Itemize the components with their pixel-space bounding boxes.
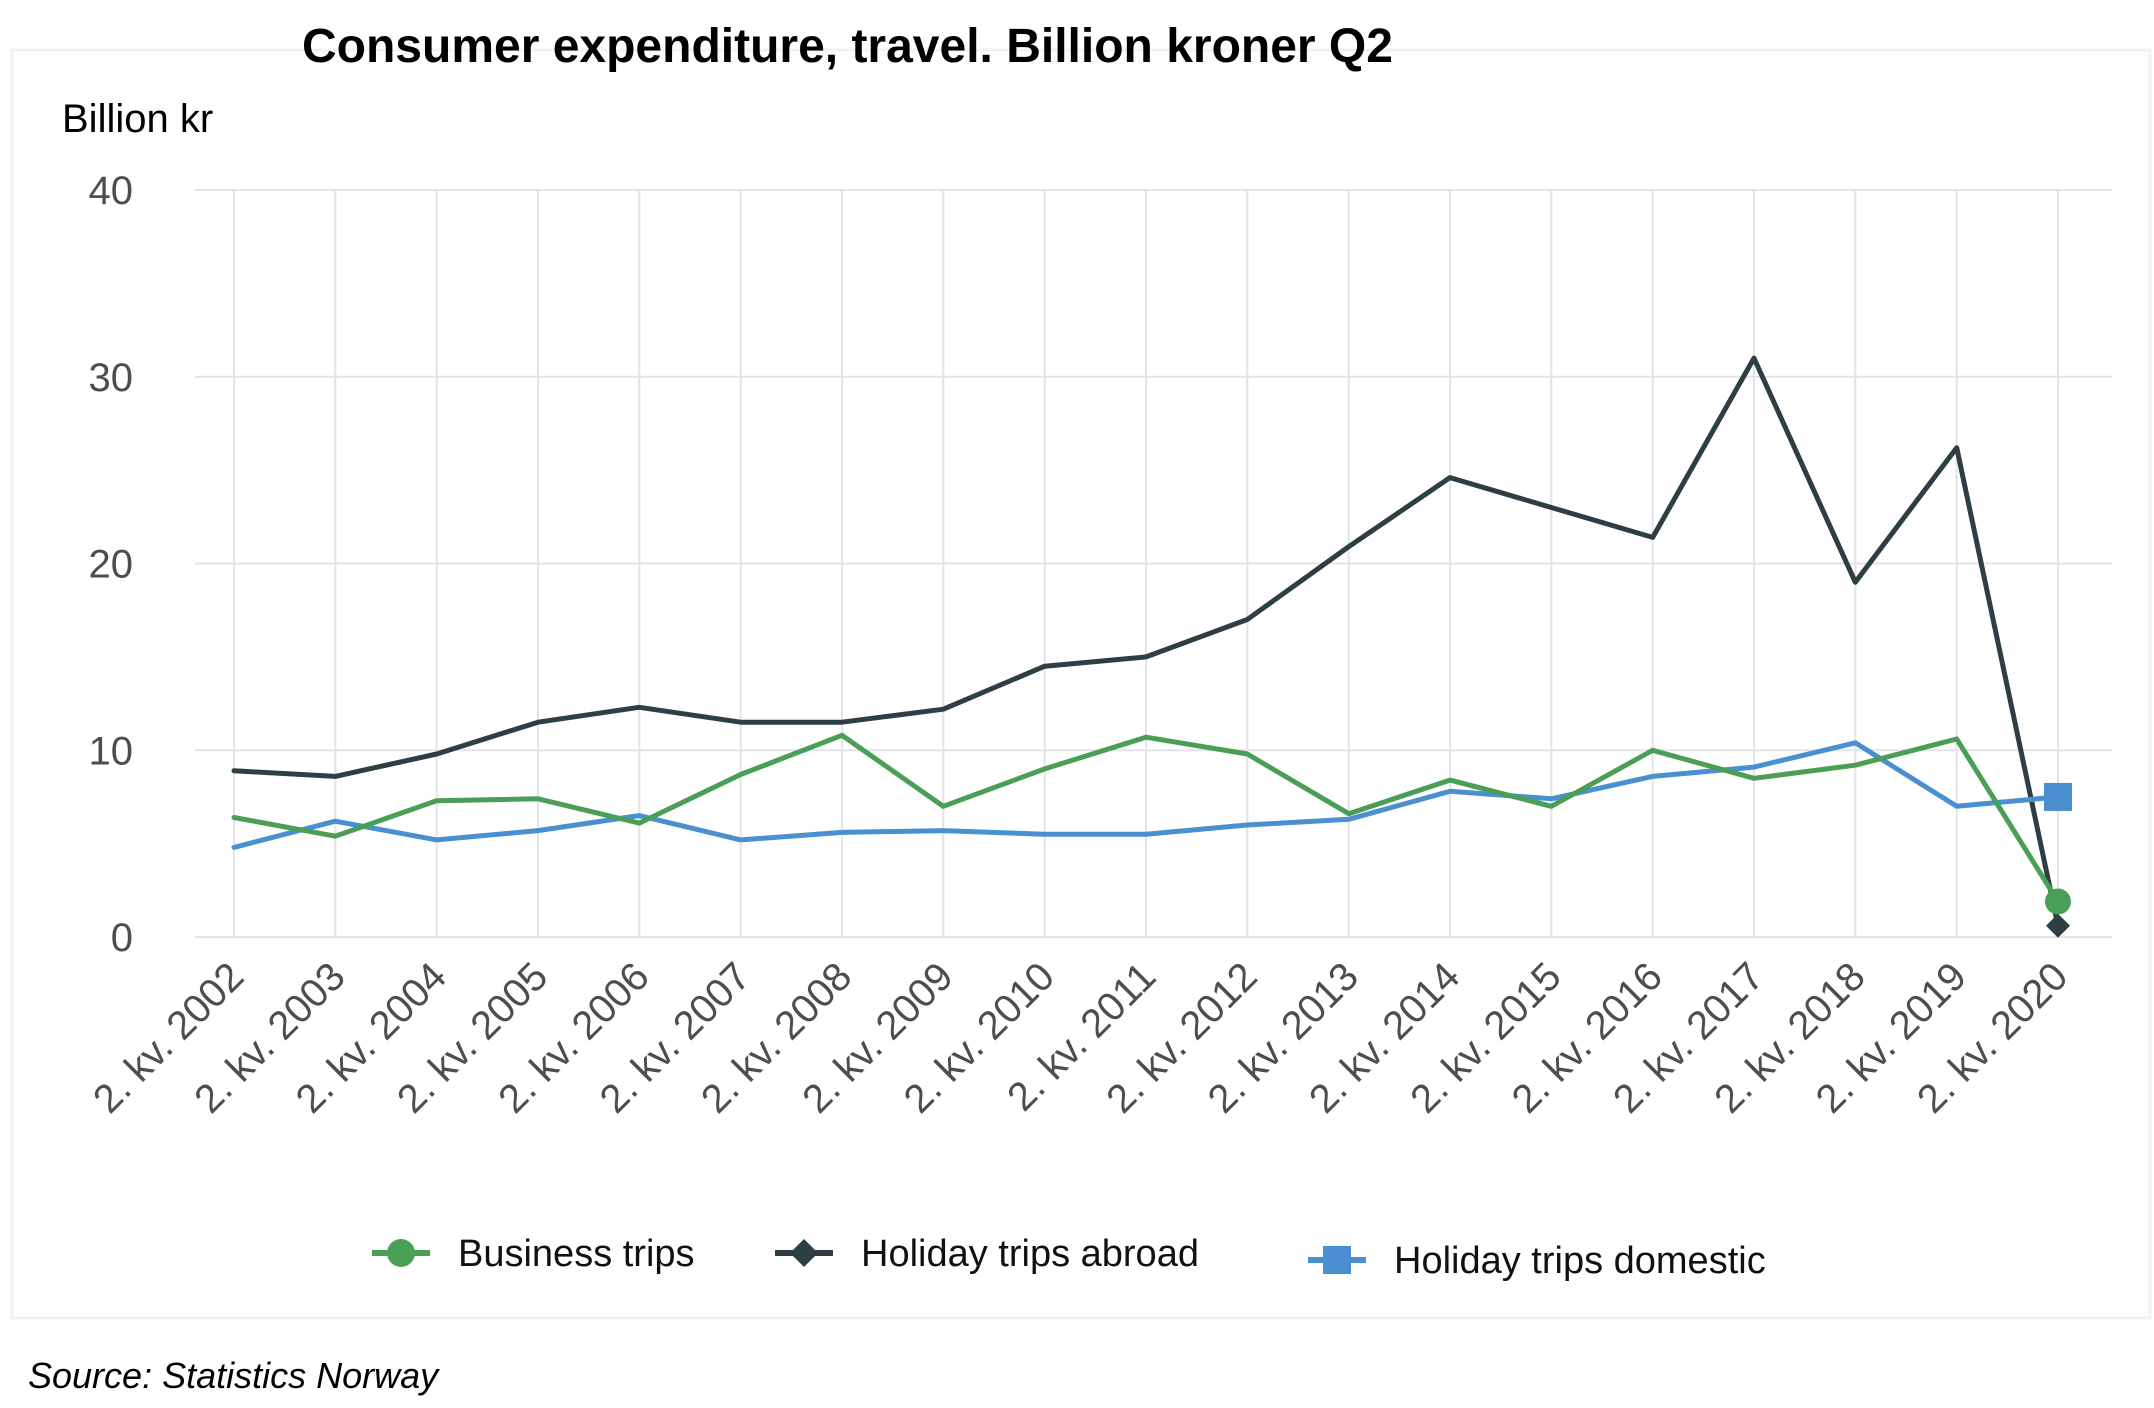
series-line-0 xyxy=(231,732,2061,904)
y-axis-ticks: 0 10 20 30 40 xyxy=(89,169,134,960)
series-end-marker-1 xyxy=(2046,913,2070,938)
y-tick-label: 10 xyxy=(89,729,134,773)
series-end-marker-0 xyxy=(2045,888,2071,915)
source-note: Source: Statistics Norway xyxy=(28,1355,440,1396)
legend-item-0: Business trips xyxy=(372,1233,695,1275)
legend-marker xyxy=(1323,1246,1351,1274)
series-line-2 xyxy=(231,740,2061,850)
y-tick-label: 0 xyxy=(111,916,133,960)
y-tick-label: 20 xyxy=(89,543,134,587)
y-tick-label: 30 xyxy=(89,356,134,400)
y-unit-label: Billion kr xyxy=(62,97,213,141)
legend-item-1: Holiday trips abroad xyxy=(775,1233,1199,1275)
series-lines xyxy=(231,355,2072,938)
legend: Business trips Holiday trips abroad Holida… xyxy=(372,1233,1766,1282)
gridlines xyxy=(195,189,2112,938)
legend-marker xyxy=(790,1239,818,1267)
legend-label: Holiday trips domestic xyxy=(1394,1240,1766,1282)
series-line-1 xyxy=(231,355,2061,929)
panel-border xyxy=(10,48,2152,1320)
y-tick-label: 40 xyxy=(89,169,134,213)
legend-item-2: Holiday trips domestic xyxy=(1308,1240,1766,1282)
chart-title: Consumer expenditure, travel. Billion kr… xyxy=(302,20,1393,73)
legend-label: Holiday trips abroad xyxy=(861,1233,1199,1275)
legend-label: Business trips xyxy=(458,1233,695,1275)
series-end-marker-2 xyxy=(2044,782,2072,811)
legend-marker xyxy=(387,1239,415,1267)
